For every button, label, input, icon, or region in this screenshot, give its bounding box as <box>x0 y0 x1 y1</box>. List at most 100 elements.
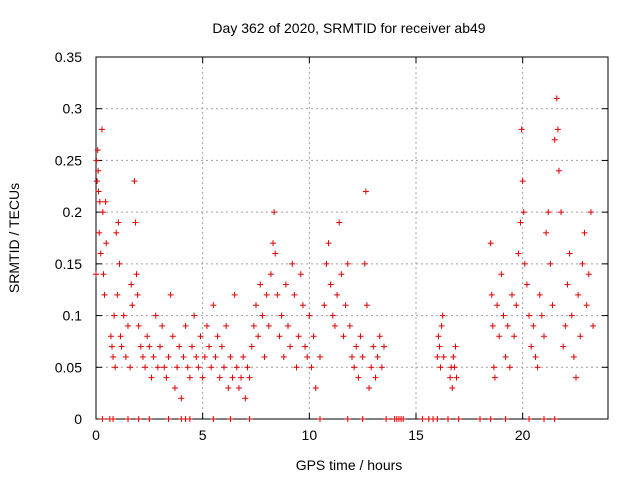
data-point <box>528 343 535 350</box>
data-point <box>257 281 264 288</box>
data-point <box>182 322 189 329</box>
data-point <box>368 364 375 371</box>
data-point <box>180 353 187 360</box>
data-point <box>134 291 141 298</box>
data-point <box>349 353 355 360</box>
data-point <box>218 343 225 350</box>
data-point <box>434 353 441 360</box>
x-tick-label: 20 <box>515 427 531 443</box>
data-point <box>227 416 234 422</box>
data-point <box>438 322 445 329</box>
data-point <box>206 343 213 350</box>
data-point <box>94 147 101 154</box>
data-point <box>165 416 172 422</box>
y-tick-label: 0.15 <box>55 256 82 272</box>
data-point <box>270 240 277 247</box>
data-point <box>189 343 195 350</box>
data-point <box>346 322 353 329</box>
y-tick-label: 0.1 <box>63 308 83 324</box>
data-point <box>144 333 151 340</box>
data-point <box>344 260 351 267</box>
data-point <box>515 250 522 257</box>
data-point <box>536 291 543 298</box>
data-point <box>451 364 458 371</box>
data-point <box>287 343 294 350</box>
data-point <box>165 353 172 360</box>
data-point <box>267 271 274 278</box>
x-tick-label: 15 <box>408 427 424 443</box>
data-point <box>95 188 102 195</box>
data-point <box>518 126 525 133</box>
data-point <box>376 333 383 340</box>
data-point <box>169 333 176 340</box>
data-point <box>261 353 268 360</box>
data-point <box>363 302 370 309</box>
data-point <box>197 333 204 340</box>
data-point <box>128 281 135 288</box>
data-point <box>447 374 454 381</box>
data-point <box>489 322 496 329</box>
data-point <box>541 333 547 340</box>
data-point <box>135 416 142 422</box>
y-tick-label: 0 <box>74 411 82 427</box>
data-point <box>308 364 315 371</box>
data-point <box>297 271 304 278</box>
data-point <box>488 291 495 298</box>
data-point <box>400 416 407 422</box>
data-point <box>566 250 573 257</box>
data-point <box>321 302 328 309</box>
data-point <box>193 353 200 360</box>
data-point <box>530 322 537 329</box>
x-tick-label: 0 <box>92 427 100 443</box>
data-point <box>491 374 498 381</box>
data-point <box>304 353 311 360</box>
data-point <box>487 240 494 247</box>
data-point <box>545 209 552 216</box>
data-point <box>117 333 124 340</box>
data-point <box>419 416 426 422</box>
data-point <box>110 416 117 422</box>
data-point <box>551 416 558 422</box>
data-point <box>231 291 238 298</box>
data-point <box>210 416 217 422</box>
data-point <box>111 312 118 319</box>
data-point <box>246 374 253 381</box>
data-point <box>285 322 291 329</box>
data-point <box>115 219 122 226</box>
data-point <box>511 333 518 340</box>
y-tick-label: 0.2 <box>63 204 83 220</box>
data-point <box>110 353 117 360</box>
data-point <box>171 384 178 391</box>
data-point <box>125 416 131 422</box>
data-point <box>445 416 451 422</box>
data-point <box>331 322 338 329</box>
data-point <box>359 416 366 422</box>
data-point <box>440 353 447 360</box>
data-point <box>436 343 443 350</box>
data-point <box>526 312 533 319</box>
data-point <box>370 343 377 350</box>
data-point <box>504 322 511 329</box>
data-point <box>125 322 131 329</box>
data-point <box>357 333 364 340</box>
data-point <box>203 322 210 329</box>
data-point <box>271 209 278 216</box>
data-point <box>107 333 114 340</box>
data-point <box>259 312 266 319</box>
x-axis-label: GPS time / hours <box>296 457 403 473</box>
data-point <box>112 364 119 371</box>
data-point <box>255 333 262 340</box>
data-point <box>100 271 107 278</box>
data-point <box>132 219 139 226</box>
data-point <box>129 302 136 309</box>
data-point <box>587 209 594 216</box>
data-point <box>148 374 155 381</box>
data-point <box>383 416 390 422</box>
data-point <box>541 416 547 422</box>
data-point <box>564 281 571 288</box>
data-point <box>317 353 323 360</box>
data-point <box>502 416 509 422</box>
data-point <box>581 229 588 236</box>
data-point <box>163 374 170 381</box>
data-point <box>161 364 168 371</box>
